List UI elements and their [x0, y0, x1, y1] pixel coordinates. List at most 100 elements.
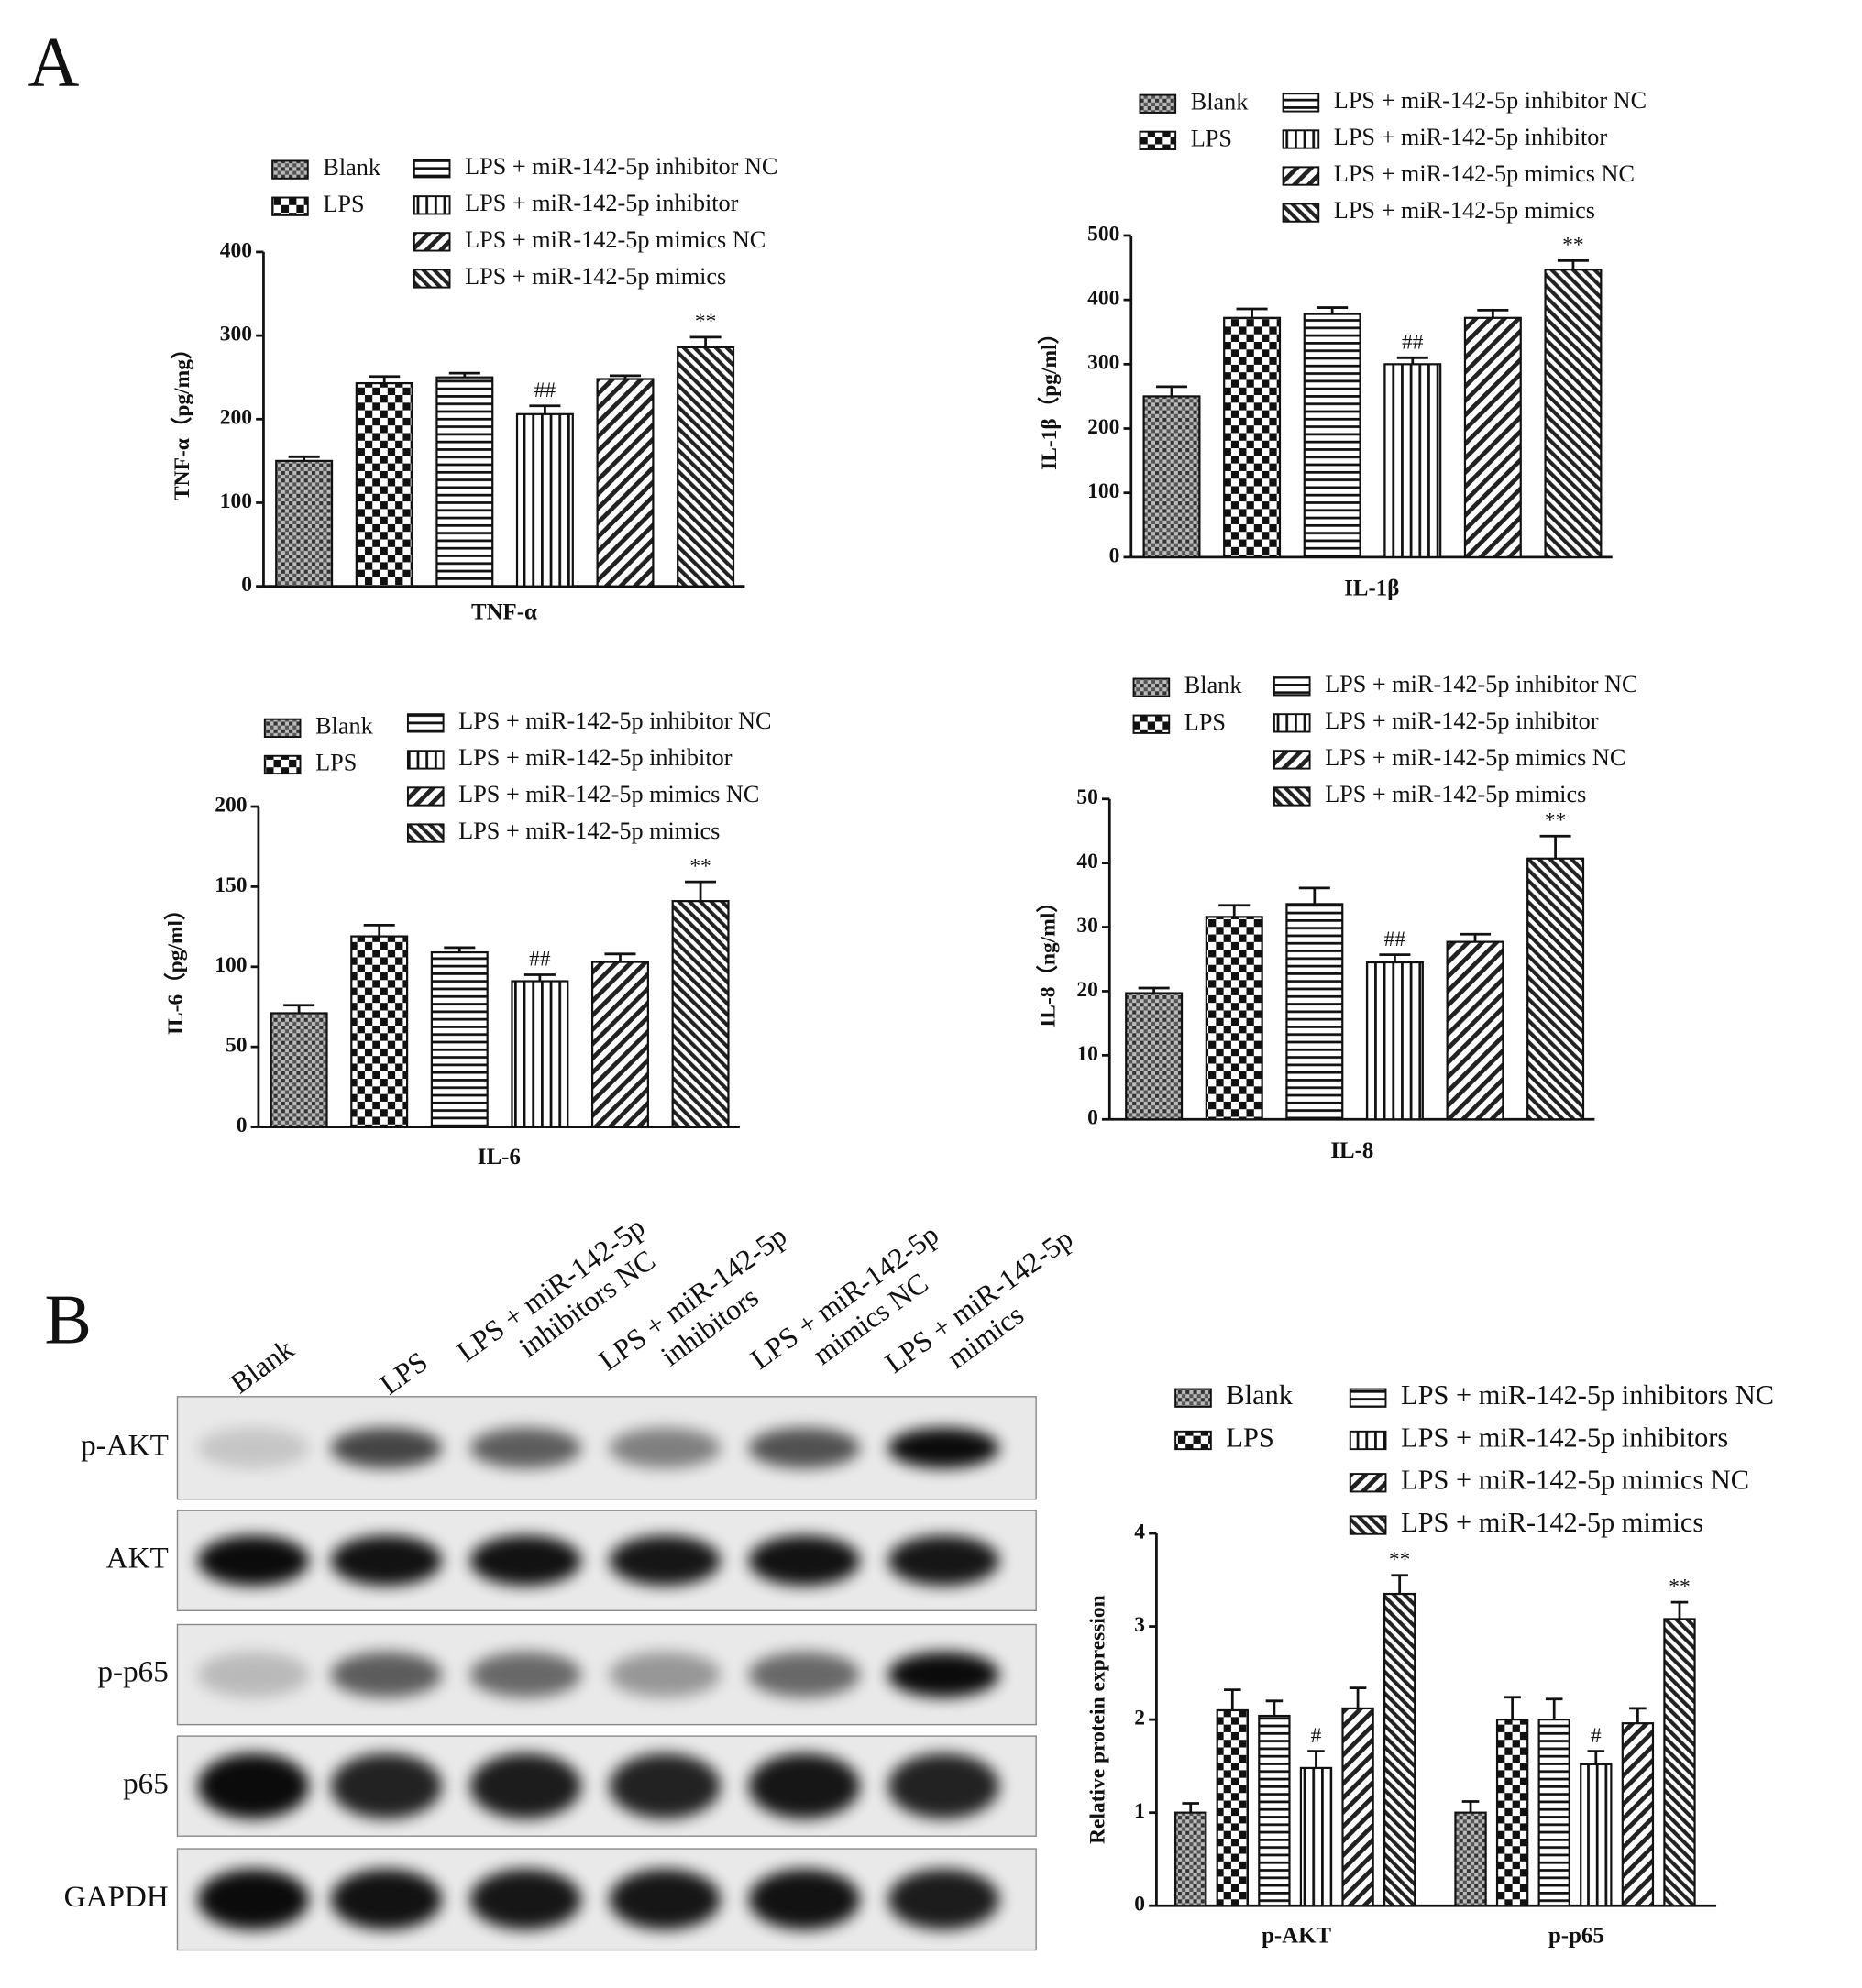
error-bar [288, 455, 320, 461]
y-tick-label: 0 [1087, 1106, 1098, 1130]
legend-swatch [413, 232, 451, 252]
y-tick-label: 0 [1109, 544, 1120, 567]
bar [430, 950, 489, 1128]
bar [590, 961, 649, 1128]
legend-swatch [406, 750, 445, 770]
error-bar [448, 371, 480, 378]
legend-label: LPS + miR-142-5p mimics NC [465, 226, 766, 253]
bar [1125, 992, 1184, 1121]
bar [511, 980, 569, 1128]
blot-band [469, 1752, 582, 1819]
legend-label: LPS + miR-142-5p mimics NC [1334, 160, 1635, 187]
legend-swatch [271, 196, 309, 216]
legend-label: LPS + miR-142-5p inhibitor [465, 190, 739, 216]
error-bar [1391, 1574, 1408, 1595]
bar [1454, 1811, 1487, 1907]
blot-band [330, 1427, 443, 1468]
bar [671, 900, 730, 1128]
legend-swatch [263, 754, 302, 775]
blot-row-label: p65 [123, 1766, 169, 1800]
error-bar [689, 335, 722, 347]
error-bar [1224, 1688, 1241, 1710]
legend-label: LPS + miR-142-5p inhibitor NC [458, 708, 771, 734]
bar [1299, 1766, 1333, 1907]
bar [1174, 1811, 1207, 1907]
error-bar [529, 404, 561, 414]
error-bar [1265, 1699, 1284, 1717]
legend-label: LPS + miR-142-5p mimics [458, 818, 720, 844]
error-bar [609, 374, 642, 379]
bar [596, 378, 655, 588]
lane-label: Blank [225, 1333, 300, 1400]
legend-swatch [1273, 713, 1311, 733]
legend-label: Blank [1191, 88, 1250, 115]
bar [1544, 269, 1603, 558]
bar [275, 459, 334, 588]
error-bar [604, 952, 636, 962]
legend-label: LPS + miR-142-5p inhibitor [458, 744, 733, 771]
blot-band [197, 1535, 310, 1587]
bar [1537, 1719, 1570, 1907]
error-bar [1504, 1696, 1521, 1720]
error-bar [1461, 1800, 1480, 1813]
y-tick-label: 300 [1087, 351, 1119, 375]
y-tick-label: 0 [237, 1114, 248, 1137]
error-bar [1670, 1600, 1689, 1620]
bar [1663, 1618, 1696, 1907]
bar [1365, 961, 1424, 1121]
blot-row-label: p-p65 [97, 1655, 168, 1689]
error-bar [523, 973, 556, 982]
error-bar [1138, 986, 1170, 994]
bar [1285, 903, 1344, 1121]
legend-swatch [413, 195, 451, 215]
legend-swatch [1282, 129, 1320, 149]
bar [1142, 395, 1201, 558]
x-tick-label: IL-1β [1344, 576, 1399, 600]
error-bar [1629, 1707, 1647, 1724]
significance-label: ## [1384, 928, 1406, 951]
legend-swatch [413, 269, 451, 289]
error-bar [363, 923, 395, 937]
blot-band [748, 1752, 861, 1819]
y-axis-label: Relative protein expression [1086, 1595, 1110, 1844]
significance-label: ** [695, 310, 716, 334]
blot-band [748, 1427, 861, 1468]
significance-label: ## [534, 379, 556, 402]
blot-band [469, 1652, 582, 1697]
bar [1463, 316, 1522, 558]
significance-label: ** [1389, 1548, 1410, 1572]
y-tick-label: 0 [241, 573, 252, 597]
legend-swatch [1132, 677, 1171, 697]
blot-row-label: AKT [106, 1541, 169, 1575]
blot-band [197, 1427, 310, 1468]
blot-band [609, 1535, 722, 1587]
y-axis-label: IL-6（pg/ml） [163, 898, 188, 1035]
blot-band [748, 1869, 861, 1930]
error-bar [369, 375, 401, 384]
x-tick-label: IL-8 [1330, 1138, 1373, 1163]
y-tick-label: 50 [226, 1034, 247, 1058]
y-tick-label: 20 [1076, 978, 1097, 1002]
legend-label: LPS + miR-142-5p inhibitors [1401, 1422, 1728, 1453]
x-tick-label: p-AKT [1262, 1923, 1331, 1948]
bar [270, 1012, 328, 1128]
y-tick-label: 2 [1134, 1707, 1145, 1730]
y-tick-label: 4 [1134, 1520, 1145, 1543]
bar [1216, 1708, 1249, 1907]
error-bar [1379, 953, 1411, 963]
blot-row-label: GAPDH [64, 1880, 169, 1914]
legend-swatch [1174, 1388, 1212, 1408]
blot-band [330, 1752, 443, 1819]
lane-label: LPS [374, 1345, 434, 1400]
error-bar [1298, 886, 1330, 905]
error-bar [685, 880, 717, 902]
legend-label: LPS + miR-142-5p inhibitor NC [1325, 671, 1637, 697]
error-bar [1539, 834, 1571, 859]
bar [350, 935, 409, 1128]
legend-label: LPS + miR-142-5p mimics [465, 263, 726, 290]
bar [1303, 313, 1361, 558]
significance-label: ## [1402, 331, 1424, 355]
error-bar [1545, 1697, 1563, 1720]
lane-label-line: Blank [225, 1333, 300, 1400]
